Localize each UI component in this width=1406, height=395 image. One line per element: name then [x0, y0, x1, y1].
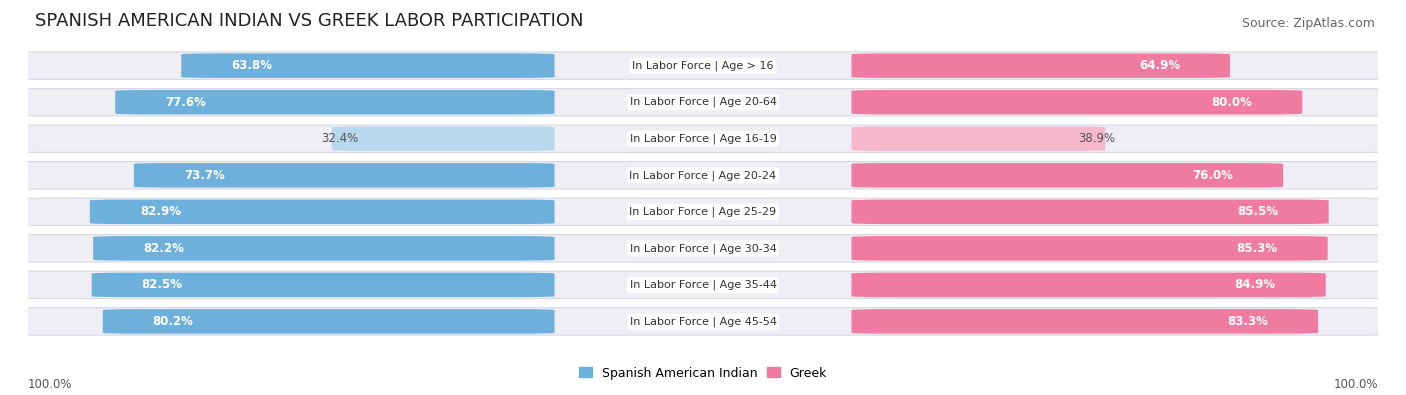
Text: In Labor Force | Age 45-54: In Labor Force | Age 45-54	[630, 316, 776, 327]
Text: 32.4%: 32.4%	[322, 132, 359, 145]
Text: In Labor Force | Age 30-34: In Labor Force | Age 30-34	[630, 243, 776, 254]
Text: 82.9%: 82.9%	[139, 205, 181, 218]
FancyBboxPatch shape	[852, 163, 1284, 188]
Text: In Labor Force | Age 16-19: In Labor Force | Age 16-19	[630, 134, 776, 144]
FancyBboxPatch shape	[8, 308, 1398, 335]
Text: SPANISH AMERICAN INDIAN VS GREEK LABOR PARTICIPATION: SPANISH AMERICAN INDIAN VS GREEK LABOR P…	[35, 12, 583, 30]
FancyBboxPatch shape	[103, 309, 554, 334]
Text: 64.9%: 64.9%	[1139, 59, 1180, 72]
Text: 82.5%: 82.5%	[142, 278, 183, 292]
Text: In Labor Force | Age 20-24: In Labor Force | Age 20-24	[630, 170, 776, 181]
FancyBboxPatch shape	[8, 125, 1398, 152]
FancyBboxPatch shape	[852, 199, 1329, 224]
Text: 80.0%: 80.0%	[1212, 96, 1253, 109]
FancyBboxPatch shape	[8, 88, 1398, 116]
Text: 76.0%: 76.0%	[1192, 169, 1233, 182]
Text: 73.7%: 73.7%	[184, 169, 225, 182]
FancyBboxPatch shape	[115, 90, 554, 115]
Text: 100.0%: 100.0%	[28, 378, 73, 391]
Text: 77.6%: 77.6%	[165, 96, 207, 109]
FancyBboxPatch shape	[852, 309, 1317, 334]
FancyBboxPatch shape	[8, 198, 1398, 226]
Text: In Labor Force | Age 35-44: In Labor Force | Age 35-44	[630, 280, 776, 290]
Text: 84.9%: 84.9%	[1234, 278, 1275, 292]
FancyBboxPatch shape	[181, 53, 554, 78]
Text: 80.2%: 80.2%	[153, 315, 194, 328]
Text: 38.9%: 38.9%	[1078, 132, 1115, 145]
FancyBboxPatch shape	[8, 52, 1398, 79]
FancyBboxPatch shape	[8, 162, 1398, 189]
Text: In Labor Force | Age 25-29: In Labor Force | Age 25-29	[630, 207, 776, 217]
FancyBboxPatch shape	[852, 126, 1105, 151]
Legend: Spanish American Indian, Greek: Spanish American Indian, Greek	[574, 361, 832, 385]
Text: In Labor Force | Age > 16: In Labor Force | Age > 16	[633, 60, 773, 71]
FancyBboxPatch shape	[8, 235, 1398, 262]
Text: In Labor Force | Age 20-64: In Labor Force | Age 20-64	[630, 97, 776, 107]
Text: 85.5%: 85.5%	[1237, 205, 1278, 218]
Text: 100.0%: 100.0%	[1333, 378, 1378, 391]
FancyBboxPatch shape	[91, 273, 554, 297]
FancyBboxPatch shape	[852, 236, 1327, 261]
FancyBboxPatch shape	[852, 90, 1302, 115]
FancyBboxPatch shape	[8, 271, 1398, 299]
Text: 82.2%: 82.2%	[143, 242, 184, 255]
FancyBboxPatch shape	[852, 273, 1326, 297]
Text: Source: ZipAtlas.com: Source: ZipAtlas.com	[1243, 17, 1375, 30]
FancyBboxPatch shape	[852, 53, 1230, 78]
FancyBboxPatch shape	[93, 236, 554, 261]
FancyBboxPatch shape	[332, 126, 554, 151]
FancyBboxPatch shape	[134, 163, 554, 188]
Text: 85.3%: 85.3%	[1237, 242, 1278, 255]
Text: 63.8%: 63.8%	[231, 59, 273, 72]
FancyBboxPatch shape	[90, 199, 554, 224]
Text: 83.3%: 83.3%	[1227, 315, 1268, 328]
